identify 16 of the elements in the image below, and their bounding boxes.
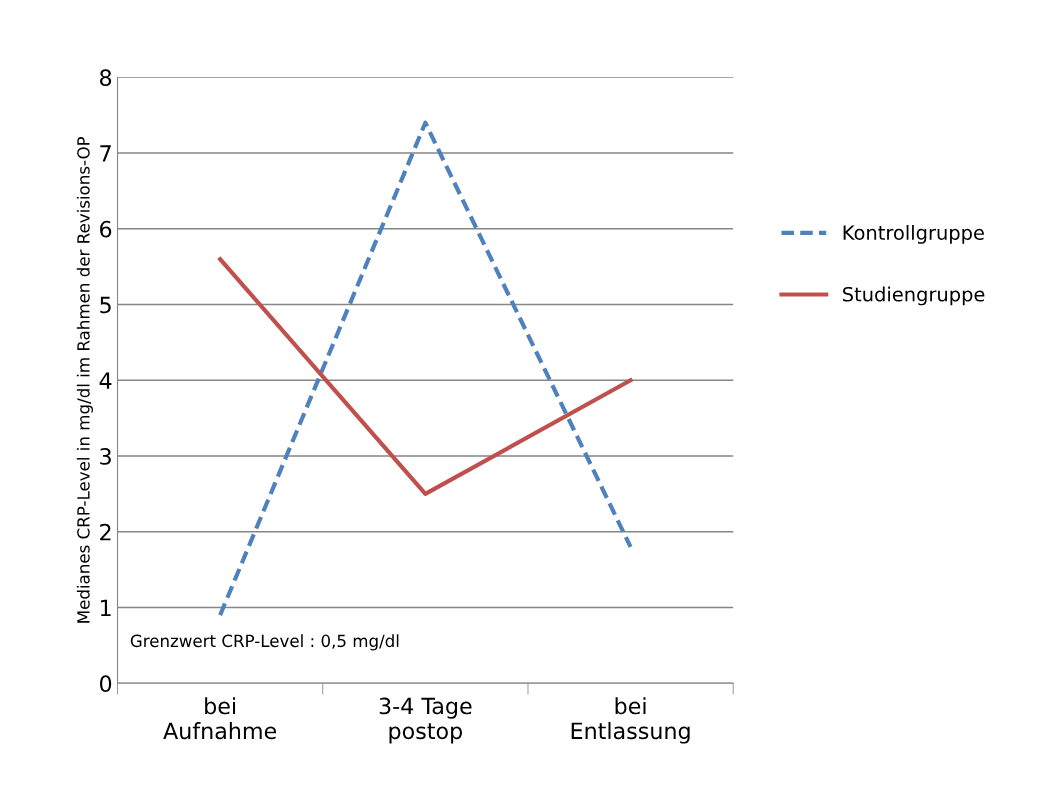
y-tick-label: 1 — [100, 599, 111, 616]
y-axis-title: Medianes CRP-Level in mg/dl im Rahmen der Revisions-OP — [76, 136, 93, 623]
y-tick-label: 4 — [99, 372, 112, 389]
x-tick-label: bei Aufnahme — [163, 697, 277, 740]
y-tick-label: 6 — [100, 220, 112, 238]
y-tick-label: 5 — [100, 296, 111, 314]
legend-label: Kontrollgruppe — [843, 224, 984, 244]
y-tick-label: 0 — [99, 675, 112, 693]
x-tick-label: 3-4 Tage postop — [379, 697, 472, 744]
legend-label: Studiengruppe — [843, 286, 985, 306]
y-tick-label: 7 — [100, 145, 111, 162]
annotation: Grenzwert CRP-Level : 0,5 mg/dl — [130, 634, 399, 651]
y-tick-label: 8 — [100, 69, 112, 87]
y-tick-label: 2 — [100, 523, 111, 541]
y-tick-label: 3 — [100, 447, 111, 465]
x-tick-label: bei Entlassung — [571, 697, 690, 744]
